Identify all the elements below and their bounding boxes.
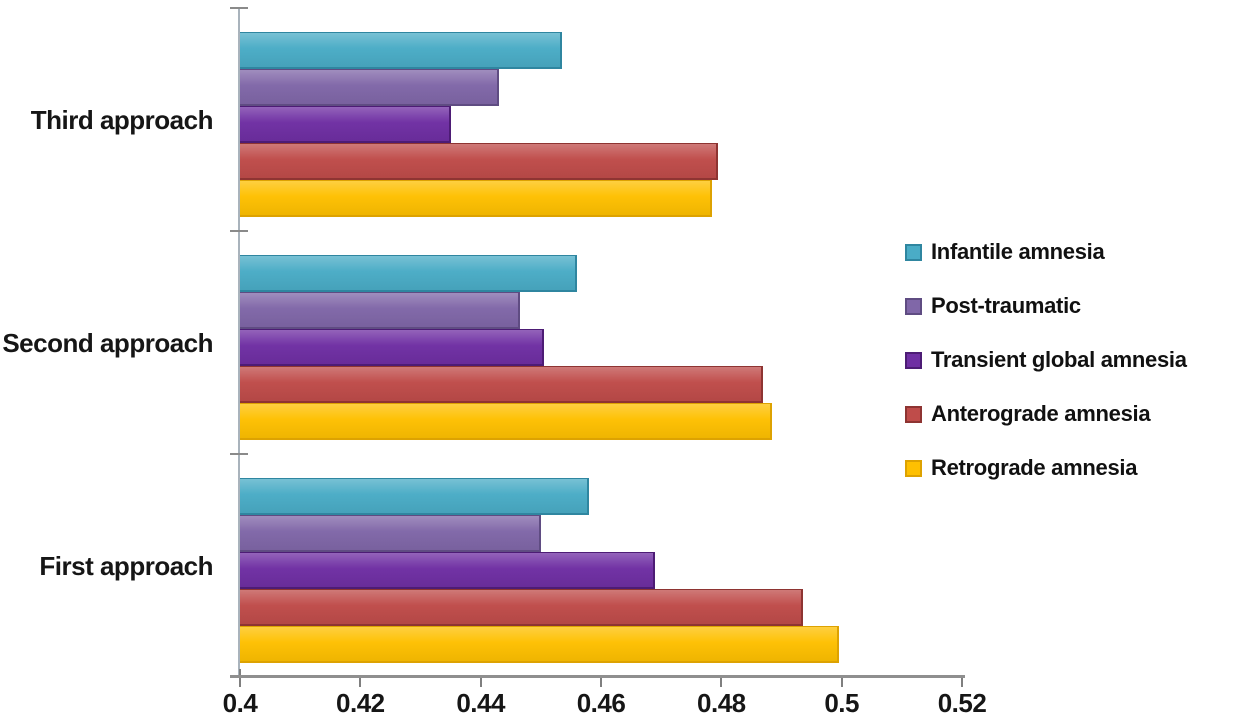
legend-item-transient-global-amnesia: Transient global amnesia xyxy=(905,347,1187,373)
x-tick-label-0-44: 0.44 xyxy=(456,688,505,718)
bar-first-approach-infantile-amnesia xyxy=(240,478,589,515)
bar-second-approach-post-traumatic xyxy=(240,292,520,329)
y-axis-category-tick xyxy=(230,7,248,9)
x-tick-label-0-5: 0.5 xyxy=(824,688,859,718)
bar-third-approach-post-traumatic xyxy=(240,69,499,106)
x-axis-tick-0-5 xyxy=(840,678,843,687)
legend-swatch-transient-global-amnesia xyxy=(905,351,922,369)
legend-item-anterograde-amnesia: Anterograde amnesia xyxy=(905,401,1151,427)
x-axis-tick-0-4 xyxy=(239,678,241,687)
category-label-third-approach: Third approach xyxy=(30,104,214,135)
x-axis-tick-0-52 xyxy=(961,678,963,687)
x-tick-label-0-4: 0.4 xyxy=(222,688,258,718)
category-label-second-approach: Second approach xyxy=(2,327,213,358)
legend-label-anterograde-amnesia: Anterograde amnesia xyxy=(931,401,1151,426)
y-axis-line xyxy=(238,8,240,677)
legend-item-infantile-amnesia: Infantile amnesia xyxy=(905,239,1105,265)
legend-item-retrograde-amnesia: Retrograde amnesia xyxy=(905,455,1137,481)
bar-third-approach-infantile-amnesia xyxy=(240,32,562,69)
bar-second-approach-infantile-amnesia xyxy=(240,255,577,292)
legend-swatch-infantile-amnesia xyxy=(905,243,922,261)
x-axis-origin-tick xyxy=(239,669,241,675)
bar-third-approach-retrograde-amnesia xyxy=(240,180,713,217)
x-axis-tick-0-42 xyxy=(359,678,362,687)
x-axis-tick-0-48 xyxy=(720,678,723,687)
bar-second-approach-retrograde-amnesia xyxy=(240,403,773,440)
legend-label-transient-global-amnesia: Transient global amnesia xyxy=(931,347,1187,372)
legend-label-post-traumatic: Post-traumatic xyxy=(931,293,1081,318)
bar-second-approach-transient-global-amnesia xyxy=(240,329,544,366)
bar-third-approach-anterograde-amnesia xyxy=(240,143,719,180)
legend-swatch-retrograde-amnesia xyxy=(905,459,922,477)
category-label-first-approach: First approach xyxy=(39,550,213,581)
y-axis-category-tick xyxy=(230,453,248,455)
x-tick-label-0-48: 0.48 xyxy=(697,688,746,718)
legend-label-retrograde-amnesia: Retrograde amnesia xyxy=(931,455,1138,480)
legend-swatch-post-traumatic xyxy=(905,297,922,315)
x-axis-tick-0-44 xyxy=(479,678,482,687)
x-tick-label-0-52: 0.52 xyxy=(937,688,987,718)
x-tick-label-0-42: 0.42 xyxy=(336,688,385,718)
legend-swatch-anterograde-amnesia xyxy=(905,405,922,423)
x-axis-tick-0-46 xyxy=(600,678,602,687)
x-tick-label-0-46: 0.46 xyxy=(576,688,626,718)
bar-first-approach-transient-global-amnesia xyxy=(240,552,656,589)
y-axis-category-tick xyxy=(230,230,248,232)
x-axis-line xyxy=(230,675,965,678)
bar-third-approach-transient-global-amnesia xyxy=(240,106,451,143)
legend-label-infantile-amnesia: Infantile amnesia xyxy=(931,239,1105,264)
bar-first-approach-retrograde-amnesia xyxy=(240,626,839,663)
legend-item-post-traumatic: Post-traumatic xyxy=(905,293,1081,319)
bar-first-approach-anterograde-amnesia xyxy=(240,589,803,626)
bar-first-approach-post-traumatic xyxy=(240,515,541,552)
bar-second-approach-anterograde-amnesia xyxy=(240,366,764,403)
